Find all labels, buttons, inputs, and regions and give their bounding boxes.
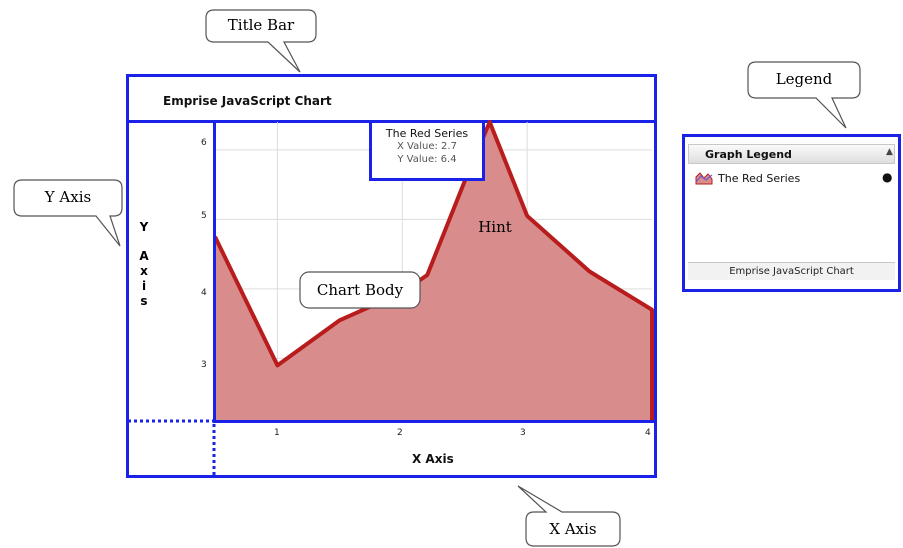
series-area bbox=[215, 122, 652, 421]
y-tick-label: 3 bbox=[201, 360, 207, 370]
hint-title: The Red Series bbox=[385, 127, 469, 140]
legend-item-label[interactable]: The Red Series bbox=[718, 172, 801, 185]
chart-title: Emprise JavaScript Chart bbox=[163, 94, 332, 108]
legend-footer: Emprise JavaScript Chart bbox=[688, 262, 895, 280]
y-axis-title: Y A x i s bbox=[139, 220, 149, 308]
series-line[interactable] bbox=[213, 120, 654, 421]
x-axis-callout-label: X Axis bbox=[549, 520, 597, 538]
y-axis-callout-label: Y Axis bbox=[44, 188, 92, 206]
hint-y-value: Y Value: 6.4 bbox=[397, 154, 457, 165]
chevron-up-icon[interactable]: ▲ bbox=[886, 147, 893, 157]
x-tick-label: 3 bbox=[520, 428, 526, 438]
series-swatch-icon[interactable] bbox=[695, 171, 713, 185]
y-tick-label: 6 bbox=[201, 138, 207, 148]
legend-header[interactable] bbox=[688, 144, 895, 164]
chart-body-callout-label: Chart Body bbox=[316, 281, 404, 299]
legend-title: Graph Legend bbox=[705, 148, 792, 161]
x-tick-label: 4 bbox=[645, 428, 651, 438]
x-tick-label: 2 bbox=[397, 428, 403, 438]
chart-body-outline bbox=[213, 120, 657, 423]
y-tick-label: 4 bbox=[201, 288, 207, 298]
title-bar-callout-label: Title Bar bbox=[227, 16, 295, 34]
legend-callout-label: Legend bbox=[775, 70, 833, 88]
y-tick-label: 5 bbox=[201, 211, 207, 221]
hint-callout-label: Hint bbox=[478, 218, 512, 236]
x-axis-title: X Axis bbox=[412, 452, 454, 466]
hint-x-value: X Value: 2.7 bbox=[397, 141, 457, 152]
hint-tooltip: The Red Series X Value: 2.7 Y Value: 6.4 bbox=[369, 120, 485, 181]
x-tick-label: 1 bbox=[274, 428, 280, 438]
eye-icon[interactable]: ● bbox=[882, 170, 893, 184]
